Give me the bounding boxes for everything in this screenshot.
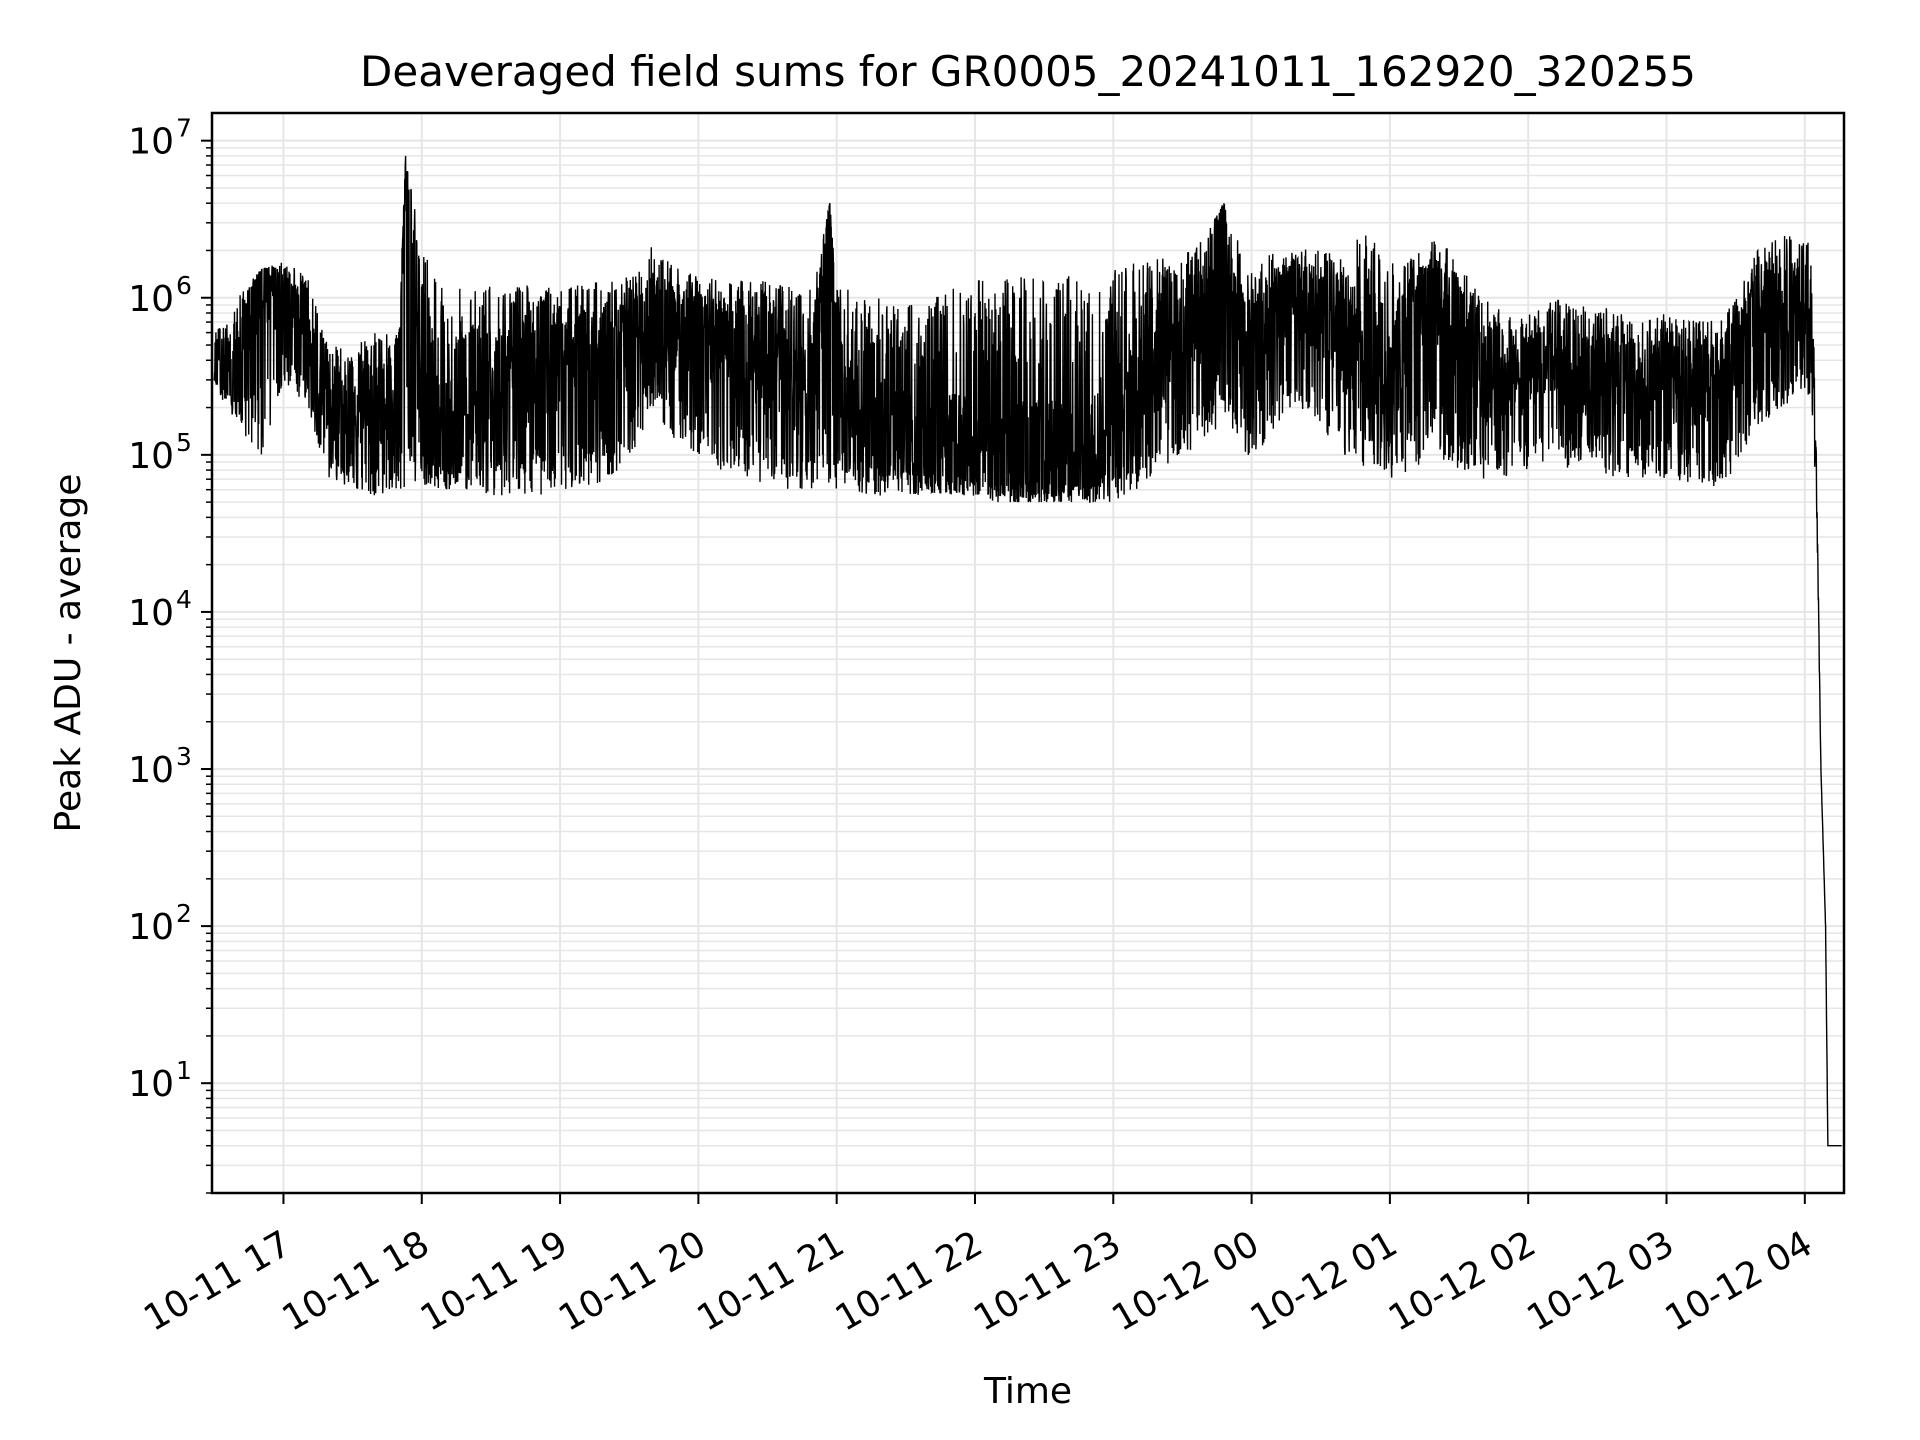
x-tick-label: 10-12 03 xyxy=(1520,1223,1681,1339)
grid-lines xyxy=(212,113,1844,1194)
x-tick-label: 10-12 00 xyxy=(1105,1223,1266,1339)
x-tick-label: 10-11 22 xyxy=(829,1223,990,1339)
x-tick-label: 10-11 17 xyxy=(137,1223,298,1339)
chart-title: Deaveraged field sums for GR0005_2024101… xyxy=(360,47,1696,96)
x-tick-label: 10-12 02 xyxy=(1382,1223,1543,1339)
y-tick-label: 10 xyxy=(128,750,174,791)
y-tick-label: 10 xyxy=(128,593,174,634)
x-tick-label: 10-11 19 xyxy=(414,1223,575,1339)
y-tick-exponent: 1 xyxy=(176,1056,192,1085)
y-tick-exponent: 3 xyxy=(176,742,192,771)
series-path xyxy=(213,155,1842,1147)
y-tick-exponent: 2 xyxy=(176,899,192,928)
y-tick-label: 10 xyxy=(128,122,174,163)
x-tick-label: 10-11 23 xyxy=(967,1223,1128,1339)
x-axis-label: Time xyxy=(983,1371,1072,1412)
y-tick-exponent: 5 xyxy=(176,428,192,457)
y-tick-label: 10 xyxy=(128,436,174,477)
plot-frame xyxy=(210,111,1846,1195)
y-tick-exponent: 7 xyxy=(176,114,192,143)
y-tick-label: 10 xyxy=(128,279,174,320)
x-tick-label: 10-11 18 xyxy=(276,1223,437,1339)
y-tick-exponent: 4 xyxy=(176,585,192,614)
x-tick-label: 10-11 20 xyxy=(552,1223,713,1339)
y-axis-label: Peak ADU - average xyxy=(48,474,89,833)
y-tick-exponent: 6 xyxy=(176,271,192,300)
x-tick-label: 10-11 21 xyxy=(691,1223,852,1339)
x-tick-label: 10-12 04 xyxy=(1659,1223,1820,1339)
series-line xyxy=(213,155,1842,1147)
x-tick-label: 10-12 01 xyxy=(1244,1223,1405,1339)
y-tick-label: 10 xyxy=(128,1064,174,1105)
y-tick-label: 10 xyxy=(128,907,174,948)
